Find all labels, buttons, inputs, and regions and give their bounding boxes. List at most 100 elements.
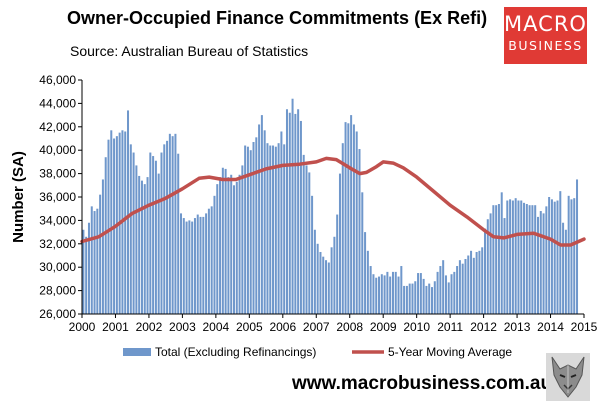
bar bbox=[442, 260, 445, 314]
bar bbox=[503, 218, 506, 314]
bar bbox=[316, 243, 319, 314]
y-tick-label: 36,000 bbox=[39, 190, 76, 204]
chart-title: Owner-Occupied Finance Commitments (Ex R… bbox=[67, 8, 488, 28]
bar bbox=[475, 251, 478, 314]
bar bbox=[193, 218, 196, 314]
legend-swatch-bars bbox=[123, 348, 151, 356]
bar bbox=[288, 112, 291, 314]
x-tick-label: 2006 bbox=[269, 320, 296, 334]
x-tick-label: 2013 bbox=[504, 320, 531, 334]
y-tick-label: 40,000 bbox=[39, 143, 76, 157]
bar bbox=[101, 179, 104, 314]
bar bbox=[425, 285, 428, 314]
website-url: www.macrobusiness.com.au bbox=[292, 373, 553, 394]
bar bbox=[185, 221, 188, 314]
bar bbox=[464, 259, 467, 314]
bar bbox=[436, 271, 439, 314]
bar bbox=[355, 131, 358, 314]
bar bbox=[467, 255, 470, 314]
x-tick-label: 2001 bbox=[102, 320, 129, 334]
bar bbox=[202, 216, 205, 314]
bar bbox=[383, 275, 386, 314]
bar bbox=[417, 273, 420, 314]
bar bbox=[285, 109, 288, 314]
bar bbox=[107, 139, 110, 314]
bar bbox=[291, 98, 294, 314]
bar bbox=[199, 216, 202, 314]
bar bbox=[171, 136, 174, 314]
bar bbox=[481, 247, 484, 314]
bar bbox=[456, 266, 459, 314]
bar bbox=[495, 205, 498, 314]
bar bbox=[472, 257, 475, 314]
bar bbox=[444, 275, 447, 314]
bar bbox=[210, 206, 213, 314]
bar bbox=[553, 201, 556, 314]
bar bbox=[428, 283, 431, 314]
bar bbox=[453, 271, 456, 314]
bar bbox=[576, 179, 579, 314]
bar bbox=[104, 157, 107, 314]
bar bbox=[536, 216, 539, 314]
bar bbox=[461, 263, 464, 314]
bar bbox=[258, 124, 261, 315]
bar bbox=[207, 208, 210, 314]
moving-average-line bbox=[80, 156, 586, 247]
bar bbox=[391, 271, 394, 314]
bar bbox=[152, 156, 155, 314]
bar bbox=[249, 150, 252, 314]
bar bbox=[302, 154, 305, 314]
bar bbox=[570, 199, 573, 314]
bar bbox=[241, 165, 244, 314]
bar bbox=[366, 250, 369, 314]
bar bbox=[447, 282, 450, 314]
bar bbox=[313, 229, 316, 314]
bar bbox=[191, 221, 194, 314]
wolf-logo-icon bbox=[546, 353, 590, 401]
bar bbox=[168, 133, 171, 314]
bar bbox=[238, 174, 241, 314]
bar bbox=[99, 194, 102, 314]
bar bbox=[411, 283, 414, 314]
bar bbox=[230, 174, 233, 314]
bar bbox=[528, 205, 531, 314]
bar bbox=[330, 247, 333, 314]
bar bbox=[369, 266, 372, 314]
bar bbox=[486, 219, 489, 314]
x-tick-label: 2003 bbox=[169, 320, 196, 334]
bar bbox=[556, 200, 559, 314]
bar bbox=[567, 195, 570, 314]
bar bbox=[180, 213, 183, 314]
bar bbox=[333, 236, 336, 314]
bar bbox=[87, 222, 90, 314]
bar bbox=[414, 281, 417, 314]
bar bbox=[216, 184, 219, 314]
bar bbox=[235, 181, 238, 314]
bar bbox=[364, 232, 367, 314]
bar bbox=[514, 198, 517, 314]
y-tick-label: 34,000 bbox=[39, 213, 76, 227]
bar bbox=[297, 109, 300, 314]
bar bbox=[90, 206, 93, 314]
bar bbox=[358, 149, 361, 314]
y-tick-label: 30,000 bbox=[39, 260, 76, 274]
bar bbox=[266, 143, 269, 314]
bar bbox=[277, 143, 280, 314]
bar bbox=[545, 206, 548, 314]
bar bbox=[397, 276, 400, 314]
x-tick-label: 2015 bbox=[571, 320, 598, 334]
bar bbox=[511, 200, 514, 314]
bar bbox=[403, 285, 406, 314]
bar bbox=[338, 173, 341, 314]
bar bbox=[375, 277, 378, 314]
bar bbox=[110, 130, 113, 314]
bar bbox=[352, 124, 355, 315]
bar bbox=[138, 175, 141, 314]
bar bbox=[308, 172, 311, 314]
bar bbox=[405, 285, 408, 314]
bar bbox=[140, 180, 143, 314]
x-tick-label: 2004 bbox=[203, 320, 230, 334]
macrobusiness-logo: MACRO BUSINESS bbox=[504, 7, 587, 64]
x-tick-label: 2009 bbox=[370, 320, 397, 334]
